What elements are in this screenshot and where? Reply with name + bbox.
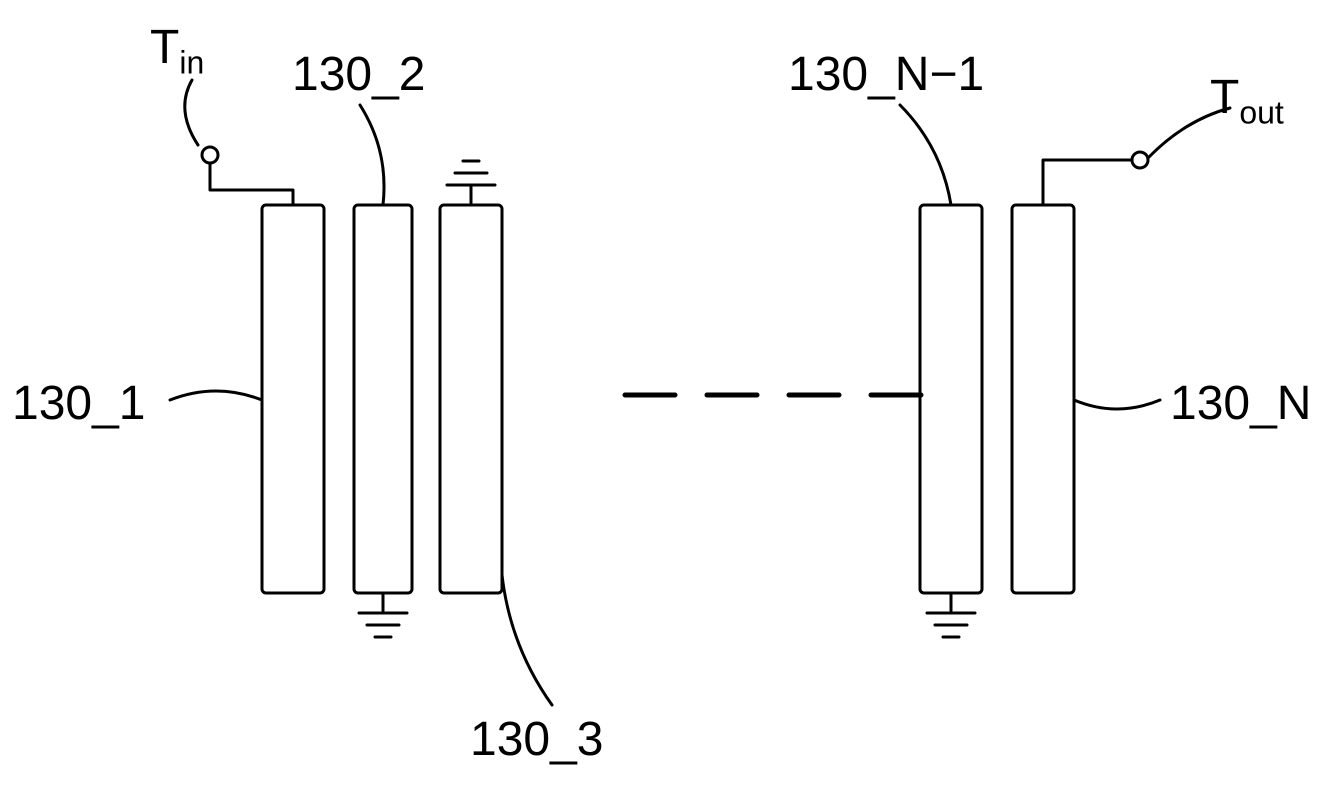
label-130-N-1: 130_N−1 <box>788 47 984 102</box>
label-Tout-main: T <box>1210 71 1239 124</box>
diagram-canvas <box>0 0 1327 804</box>
label-Tin-sub: in <box>179 45 204 81</box>
label-130-2: 130_2 <box>292 47 425 102</box>
label-Tout: Tout <box>1210 70 1284 132</box>
label-130-N: 130_N <box>1170 376 1311 431</box>
label-130-3: 130_3 <box>470 712 603 767</box>
label-130-1: 130_1 <box>12 376 145 431</box>
label-Tout-sub: out <box>1239 95 1283 131</box>
label-Tin-main: T <box>150 21 179 74</box>
label-Tin: Tin <box>150 20 204 82</box>
